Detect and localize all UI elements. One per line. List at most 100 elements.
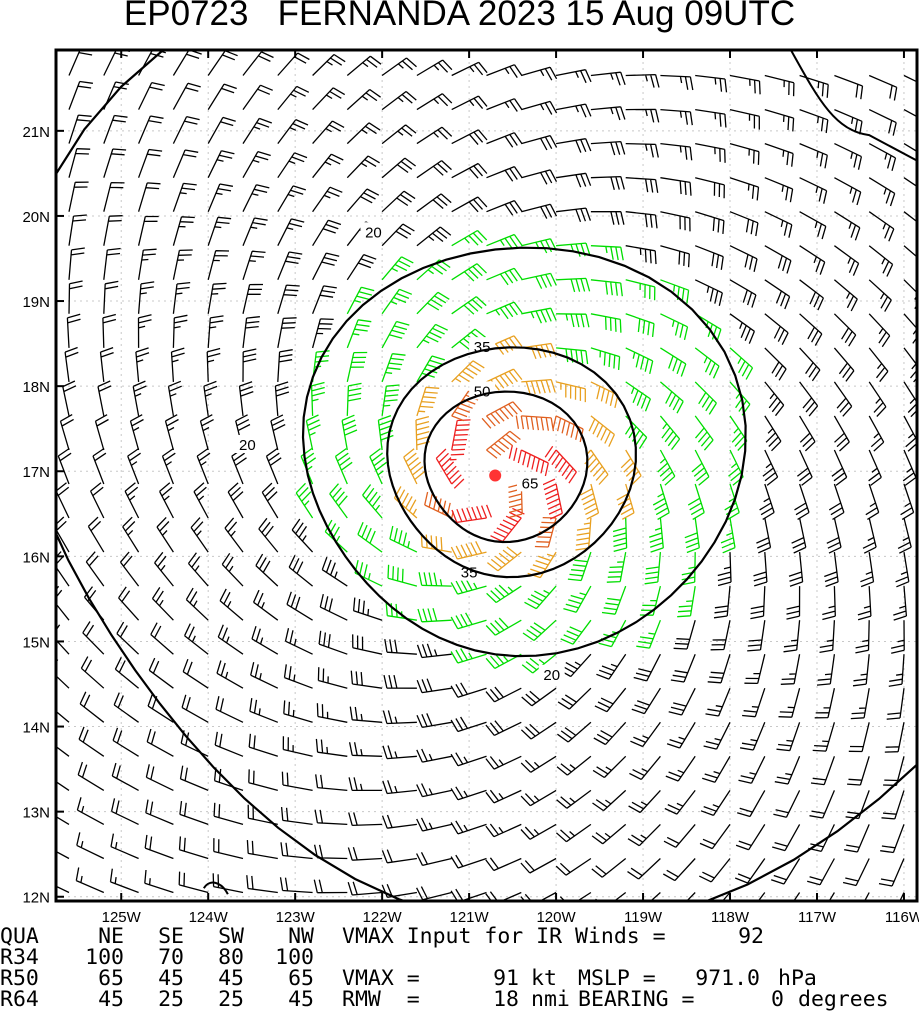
- wind-barb: [347, 881, 383, 896]
- wind-barb: [138, 81, 165, 110]
- wind-barb: [625, 313, 655, 337]
- wind-barb: [799, 381, 819, 417]
- wind-barb: [903, 109, 917, 118]
- wind-barb: [660, 245, 690, 268]
- wind-barb: [416, 323, 448, 349]
- wind-barb: [520, 755, 557, 773]
- wind-barb: [215, 696, 244, 723]
- wind-barb: [868, 143, 897, 171]
- wind-barb: [207, 83, 237, 110]
- wind-barb: [834, 177, 862, 206]
- wind-barb: [644, 552, 662, 585]
- wind-barb: [521, 169, 558, 185]
- wind-barb: [786, 586, 801, 620]
- wind-barb: [590, 381, 619, 409]
- wind-barb: [485, 617, 522, 636]
- wind-barb: [770, 858, 801, 885]
- wind-barb: [274, 381, 290, 416]
- contour-35: [301, 246, 747, 658]
- wind-barb: [850, 688, 870, 720]
- wind-barb: [590, 175, 625, 190]
- wind-barb: [744, 654, 766, 685]
- wind-barb: [348, 777, 383, 792]
- chart-title: EP0723 FERNANDA 2023 15 Aug 09UTC: [123, 0, 796, 33]
- wind-barb: [590, 245, 624, 261]
- wind-barb: [783, 620, 801, 653]
- wind-barb: [720, 517, 736, 554]
- wind-barb: [515, 415, 555, 432]
- wind-barb: [242, 316, 260, 348]
- wind-barb: [592, 789, 627, 812]
- contour-label-bg: [234, 435, 261, 454]
- wind-barb: [416, 713, 452, 729]
- wind-barb: [283, 664, 313, 689]
- wind-barb: [521, 100, 558, 115]
- wind-barb: [596, 653, 627, 680]
- wind-barb: [485, 686, 522, 703]
- wind-barb: [555, 69, 592, 84]
- wind-barb: [178, 836, 209, 860]
- wind-barb: [416, 93, 453, 111]
- wind-barb: [164, 414, 179, 451]
- wind-barb: [694, 313, 722, 343]
- wind-barb: [416, 193, 452, 213]
- header-sw: SW: [218, 924, 244, 949]
- bearing-value: 0: [771, 987, 784, 1012]
- wind-barb: [62, 380, 77, 417]
- wind-barb: [630, 721, 661, 748]
- wind-barb: [184, 623, 209, 655]
- wind-barb: [312, 252, 340, 281]
- wind-barb: [694, 245, 724, 270]
- bearing-unit: degrees: [798, 987, 889, 1012]
- wind-barb: [544, 445, 577, 484]
- wind-barb: [118, 586, 140, 621]
- wind-barb: [190, 517, 209, 553]
- wind-barb: [352, 634, 383, 655]
- wind-barb: [172, 149, 199, 178]
- plot-frame: [54, 48, 919, 903]
- wind-barb: [809, 790, 835, 819]
- wind-barb: [816, 654, 836, 686]
- wind-barb: [652, 483, 670, 520]
- wind-barb: [416, 852, 452, 867]
- wind-barb: [831, 449, 848, 486]
- wind-barb: [212, 873, 244, 894]
- wind-barb: [855, 620, 870, 654]
- wind-barb: [451, 162, 488, 179]
- wind-barb: [556, 242, 591, 257]
- wind-barb: [828, 892, 835, 901]
- wind-barb: [625, 279, 656, 301]
- wind-barb: [625, 381, 652, 412]
- wind-barb: [485, 823, 522, 838]
- wind-barb: [556, 347, 589, 365]
- wind-barb: [242, 84, 273, 110]
- wind-barb: [68, 148, 91, 178]
- wind-barb: [833, 279, 858, 312]
- rmw-unit: nmi: [531, 987, 570, 1012]
- wind-barb: [124, 482, 140, 519]
- wind-barb: [283, 700, 313, 723]
- wind-barb: [417, 608, 452, 623]
- vmax-input-value: 92: [738, 924, 764, 949]
- wind-barb: [878, 858, 905, 887]
- wind-barb: [590, 313, 622, 333]
- wind-barb: [899, 892, 905, 901]
- wind-barb: [199, 414, 214, 451]
- wind-barb: [145, 764, 174, 791]
- wind-barb: [56, 620, 70, 655]
- wind-barb: [764, 142, 794, 167]
- contour-label-35: 35: [461, 565, 478, 582]
- wind-barb: [207, 183, 234, 212]
- wind-barb: [321, 556, 348, 587]
- r64-nw: 45: [288, 987, 314, 1012]
- wind-barb: [242, 348, 257, 382]
- wind-barb: [764, 74, 795, 97]
- wind-barb: [68, 280, 83, 314]
- vmax-label: VMAX =: [342, 966, 420, 991]
- wind-barb: [508, 445, 549, 477]
- r34-se: 70: [158, 945, 184, 970]
- wind-barb: [346, 155, 380, 179]
- y-tick-label: 17N: [22, 464, 50, 481]
- wind-barb: [884, 722, 905, 753]
- wind-barb: [281, 771, 313, 792]
